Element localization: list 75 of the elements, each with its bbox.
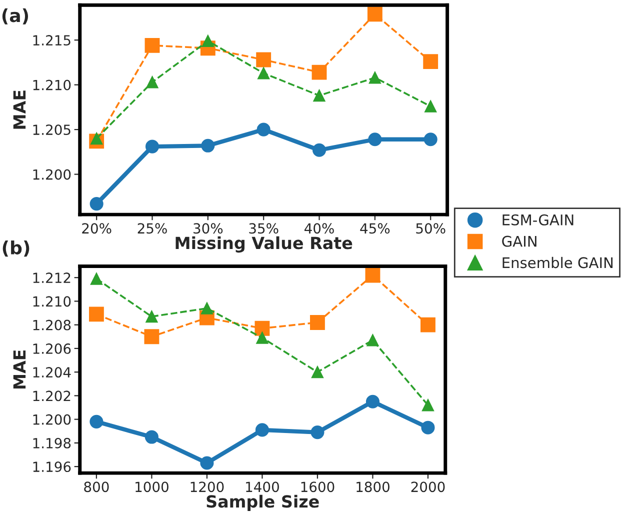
x-tick-label: 25% [138,223,167,234]
x-axis-title: Missing Value Rate [176,236,352,253]
point [366,334,379,346]
x-tick-label: 30% [194,223,223,234]
point [312,143,326,157]
x-tick-label: 1400 [246,482,279,492]
legend-label: ESM-GAIN [502,214,574,226]
x-tick-label: 35% [249,223,278,234]
legend-label: GAIN [502,236,536,247]
point [256,52,272,68]
point [424,100,437,112]
y-tick-label: 1.215 [33,35,70,46]
text: (a) [2,8,28,24]
x-tick-label: 800 [84,482,109,492]
x-tick-label: 1000 [136,482,168,492]
point [90,197,104,211]
point [424,132,438,146]
y-tick-label: 1.210 [33,80,71,90]
y-axis-title: MAE [13,90,26,129]
point [258,67,270,80]
y-tick-label: 1.208 [33,320,71,330]
point [90,132,103,145]
x-tick-label: 2000 [411,482,445,492]
point [422,399,434,412]
point [146,76,158,88]
y-tick-label: 1.200 [33,169,71,180]
point [144,329,160,344]
point [421,420,435,434]
point [312,64,327,80]
y-tick-label: 1.196 [33,462,71,472]
y-tick-label: 1.210 [33,296,71,307]
x-tick-label: 40% [304,223,334,234]
point [90,414,104,428]
point [368,132,382,146]
legend-label: Ensemble GAIN [502,256,613,268]
point [146,310,158,323]
point [201,138,215,152]
point [420,317,436,332]
point [88,306,104,322]
x-tick-label: 20% [82,223,112,234]
y-tick-label: 1.198 [33,438,71,448]
y-tick-label: 1.205 [33,124,70,136]
point [423,54,438,70]
point [202,34,214,48]
point [367,6,382,22]
x-tick-label: 1200 [190,482,224,492]
y-tick-label: 1.204 [33,367,71,378]
point [200,302,214,314]
x-tick-label: 1800 [356,482,390,492]
point [310,315,325,330]
x-axis-title: Sample Size [206,494,319,511]
point [311,366,324,378]
point [310,426,324,440]
y-tick-label: 1.206 [33,343,71,354]
point [368,72,382,84]
point [256,332,268,344]
point [256,122,270,136]
point [144,38,160,53]
y-tick-label: 1.202 [33,390,70,402]
x-tick-label: 1600 [301,482,334,492]
x-tick-label: 45% [360,223,390,234]
x-tick-label: 50% [416,223,446,234]
point [145,140,160,154]
point [254,320,270,336]
point [366,394,380,408]
text: (b) [2,240,30,257]
point [365,268,380,283]
point [144,430,158,444]
point [200,456,214,470]
point [313,89,326,102]
y-tick-label: 1.212 [33,272,70,283]
y-axis-title: MAE [13,350,26,389]
point [90,272,103,285]
y-tick-label: 1.200 [33,414,71,425]
point [255,423,269,437]
